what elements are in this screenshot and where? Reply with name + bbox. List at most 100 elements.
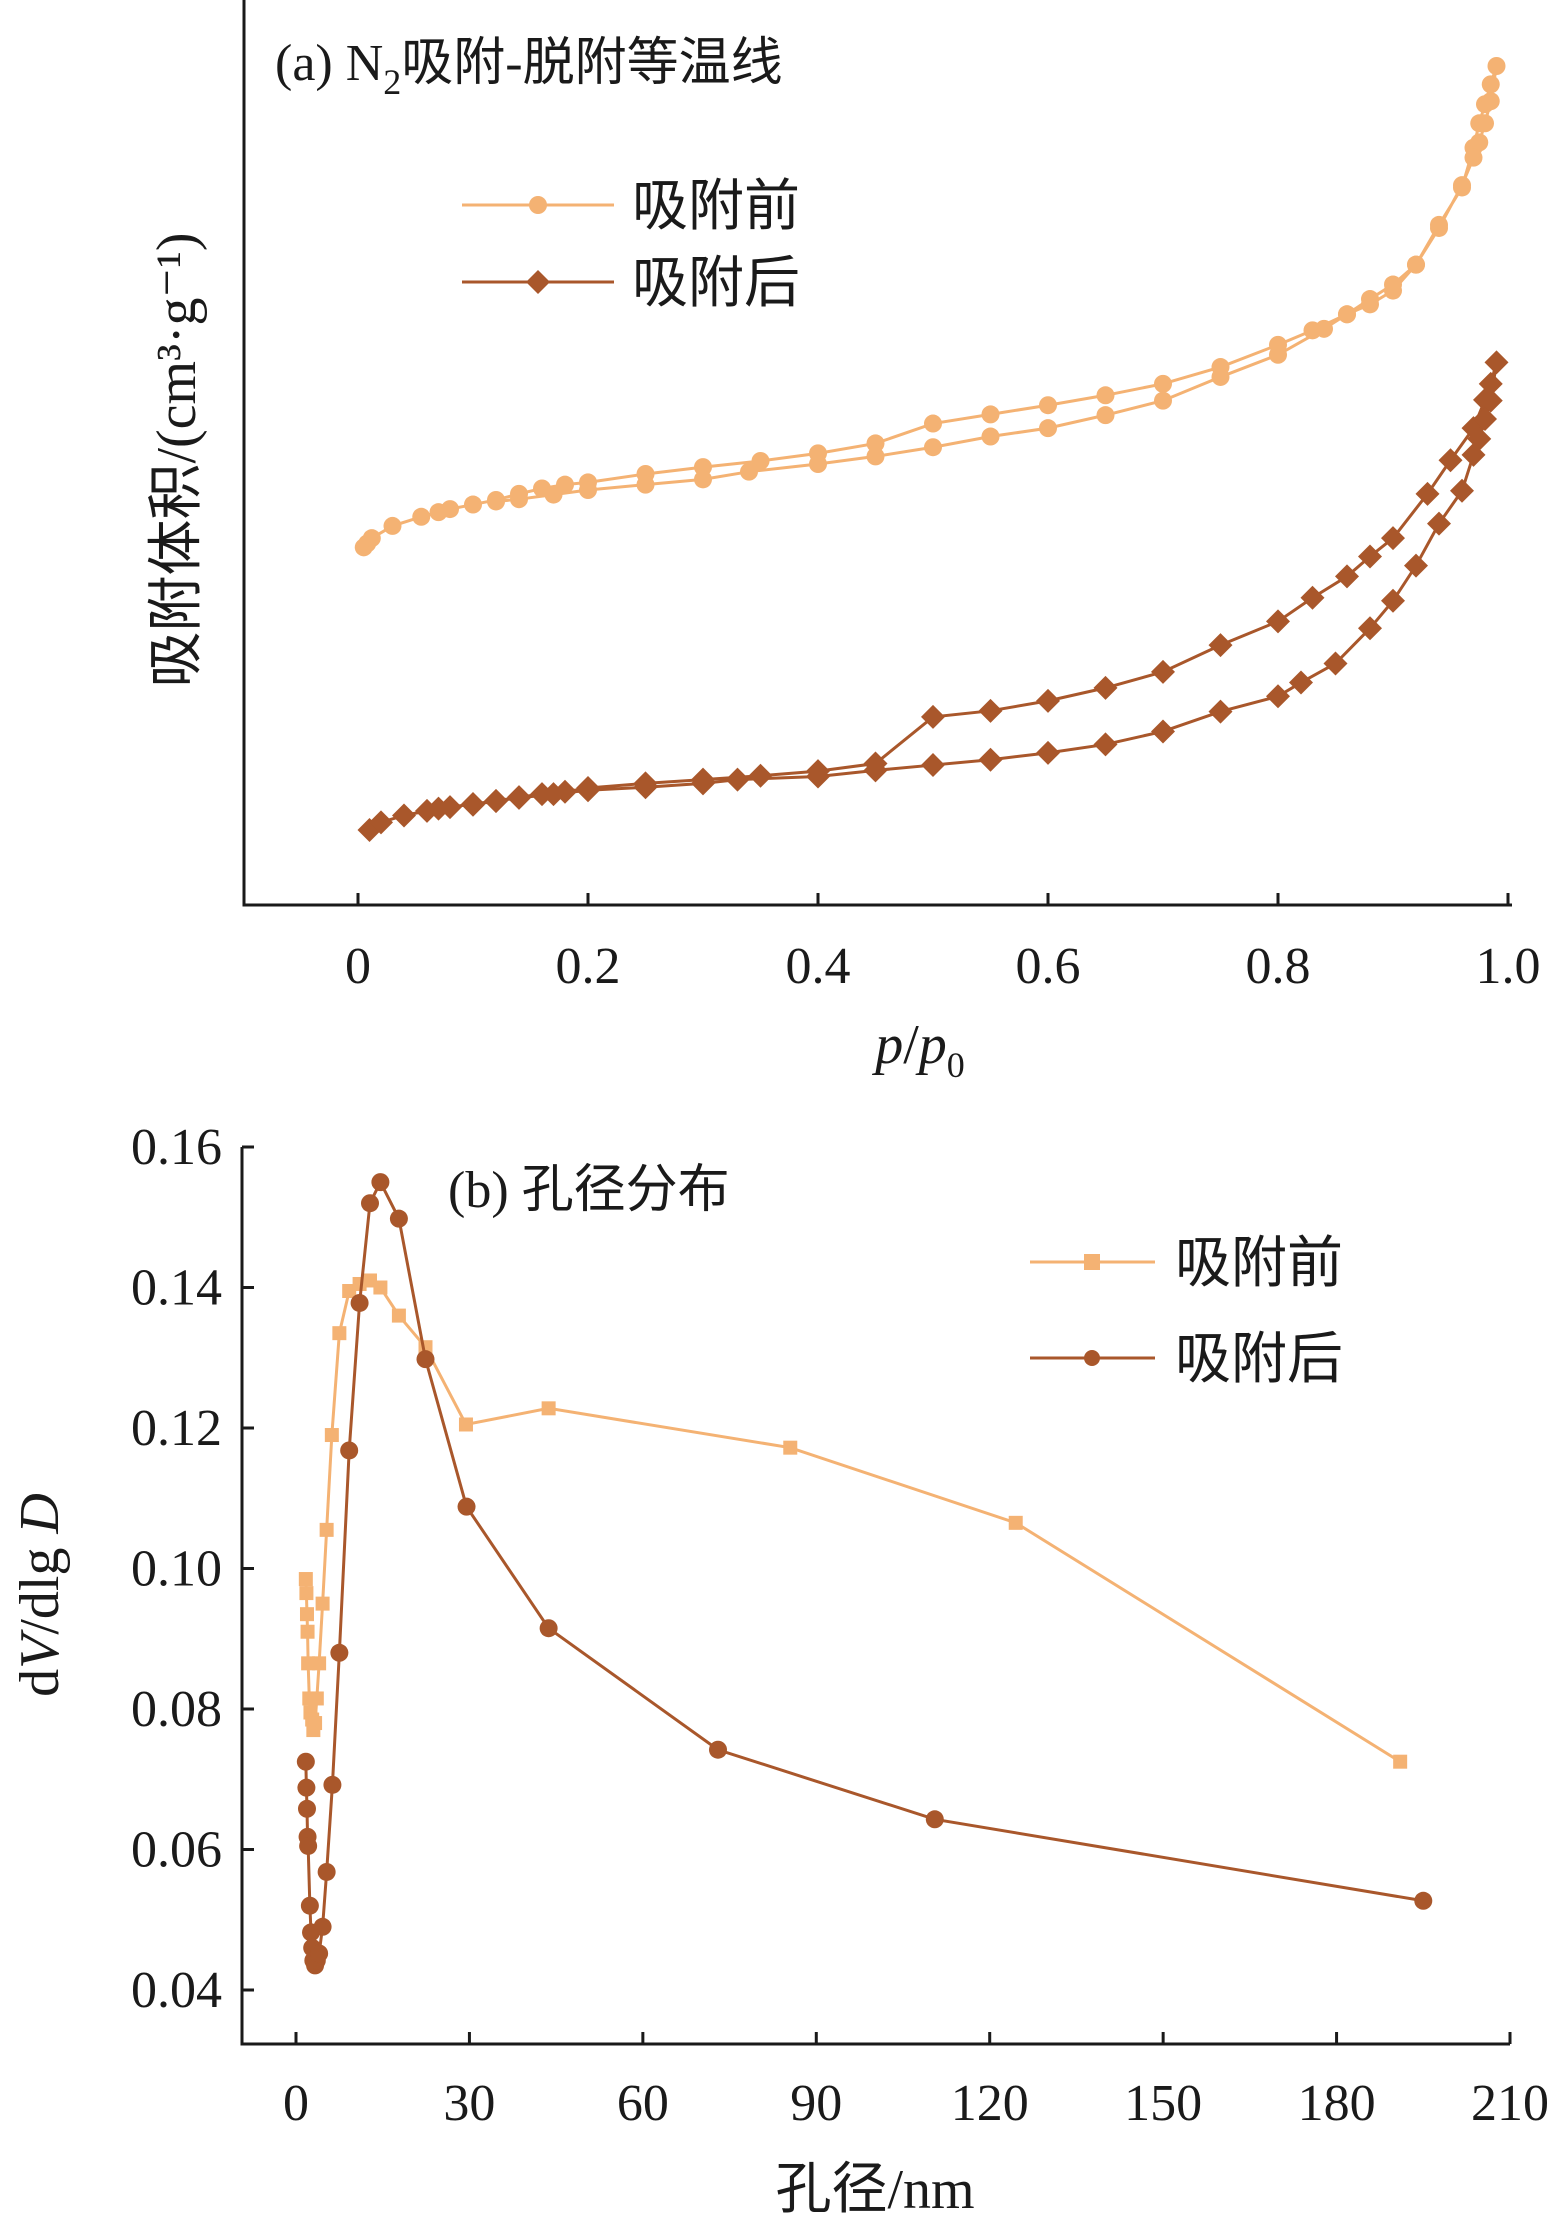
panel-a-data-point <box>748 763 773 788</box>
panel-a-data-point <box>1151 659 1175 684</box>
panel-a-data-point <box>1481 75 1500 94</box>
panel-a-data-point <box>1208 633 1233 658</box>
panel-a-data-point <box>694 470 712 489</box>
panel-a-data-point <box>1323 651 1348 676</box>
panel-a-data-point <box>412 507 431 526</box>
panel-b-x-tick-label: 30 <box>443 2075 495 2132</box>
panel-a-data-point <box>1093 732 1118 757</box>
panel-b-data-point <box>360 1194 379 1213</box>
panel-a-data-point <box>1358 544 1382 569</box>
panel-b-y-tick-label: 0.16 <box>131 1119 222 1176</box>
panel-a-data-point <box>487 492 505 511</box>
panel-a-x-tick-label: 0.4 <box>786 938 851 995</box>
panel-a-data-point <box>1384 275 1402 294</box>
panel-a-data-point <box>1453 176 1471 195</box>
panel-a-data-point <box>392 803 416 828</box>
panel-a-data-point <box>1211 367 1230 386</box>
panel-b-axes <box>240 1147 1510 2046</box>
panel-b-data-point <box>925 1810 944 1829</box>
panel-b-data-point <box>298 1572 313 1587</box>
panel-b-data-point <box>300 1896 319 1915</box>
panel-a-data-point <box>541 782 566 807</box>
panel-a-data-point <box>441 500 459 519</box>
panel-a-data-point <box>1361 290 1379 309</box>
panel-a-data-point <box>1358 616 1382 641</box>
panel-b-data-point <box>323 1775 342 1794</box>
panel-a-data-point <box>1039 396 1057 415</box>
panel-b-data-point <box>309 1691 324 1706</box>
panel-b-data-point <box>350 1293 369 1312</box>
panel-a-series-before-line <box>362 65 1498 549</box>
panel-b-x-tick-label: 90 <box>790 2075 842 2132</box>
panel-a-data-point <box>1464 148 1483 167</box>
panel-a-series <box>354 57 1509 842</box>
panel-a-legend: 吸附前 吸附后 <box>462 176 800 315</box>
panel-a-axes <box>242 0 1512 907</box>
panel-b-x-label: 孔径/nm <box>775 2159 974 2221</box>
panel-b-data-point <box>324 1428 339 1443</box>
panel-a-data-point <box>981 405 1000 424</box>
panel-a-data-point <box>576 778 600 803</box>
panel-b-data-point <box>783 1440 798 1455</box>
panel-a-data-point <box>740 462 758 481</box>
panel-a-data-point <box>362 529 381 548</box>
panel-a-data-point <box>1269 345 1287 364</box>
panel-a-data-point <box>1315 319 1333 338</box>
panel-a-data-point <box>1039 419 1057 438</box>
panel-a-data-point <box>383 516 402 535</box>
panel-b-data-point <box>312 1656 327 1671</box>
panel-b-y-label: dV/dlg D <box>9 1493 71 1697</box>
legend-b-after-marker <box>1084 1350 1100 1366</box>
legend-a-after-label: 吸附后 <box>632 253 800 315</box>
panel-a-data-point <box>924 438 942 457</box>
legend-b-after-label: 吸附后 <box>1175 1329 1343 1391</box>
panel-a-data-point <box>1300 585 1325 610</box>
panel-b-data-point <box>296 1752 315 1771</box>
panel-b-pore-distribution: 0 30 60 90 120 150 180 210 0.04 0.06 0.08 0.10 0.12 0… <box>9 1119 1549 2221</box>
panel-a-data-point <box>809 455 827 474</box>
panel-b-data-point <box>315 1596 330 1611</box>
panel-a-data-point <box>636 475 655 494</box>
panel-a-data-point <box>978 747 1003 772</box>
panel-a-x-tick-label: 0.6 <box>1016 938 1081 995</box>
panel-a-data-point <box>1096 406 1115 425</box>
panel-a-data-point <box>921 704 945 729</box>
panel-a-data-point <box>1487 57 1506 75</box>
panel-a-x-tick-label: 0 <box>345 938 371 995</box>
panel-a-data-point <box>1289 670 1313 695</box>
panel-a-x-label: p/p0 <box>871 1014 965 1085</box>
panel-b-data-point <box>332 1326 347 1341</box>
panel-a-data-point <box>510 490 528 509</box>
panel-b-data-point <box>313 1917 332 1936</box>
panel-b-data-point <box>340 1441 359 1460</box>
panel-b-y-tick-label: 0.06 <box>131 1822 222 1879</box>
panel-b-data-point <box>299 1836 318 1855</box>
panel-b-data-point <box>319 1522 334 1537</box>
panel-b-title: (b) 孔径分布 <box>448 1162 730 1219</box>
panel-b-data-point <box>308 1716 323 1731</box>
panel-a-data-point <box>461 792 485 817</box>
panel-a-data-point <box>866 434 885 453</box>
panel-a-data-point <box>1478 388 1503 413</box>
panel-a-data-point <box>978 698 1003 723</box>
panel-a-data-point <box>1473 406 1497 431</box>
panel-a-data-point <box>1430 218 1448 237</box>
panel-a-data-point <box>1450 478 1474 503</box>
legend-b-before-marker <box>1084 1254 1100 1270</box>
panel-a-data-point <box>1438 448 1463 473</box>
panel-a-data-point <box>484 788 508 813</box>
panel-b-y-tick-label: 0.12 <box>131 1400 222 1457</box>
panel-a-title: (a) N2吸附-脱附等温线 <box>275 35 783 102</box>
panel-a-data-point <box>1415 481 1440 506</box>
panel-b-series <box>296 1173 1433 1975</box>
panel-b-ticks: 0 30 60 90 120 150 180 210 0.04 0.06 0.08 0.10 0.12 0… <box>131 1119 1549 2132</box>
panel-b-legend: 吸附前 吸附后 <box>1030 1233 1343 1391</box>
panel-a-data-point <box>1484 350 1509 375</box>
panel-b-data-point <box>391 1308 406 1323</box>
panel-a-data-point <box>1461 442 1486 467</box>
panel-a-data-point <box>921 753 945 778</box>
panel-a-data-point <box>507 785 531 810</box>
panel-b-x-tick-label: 180 <box>1298 2075 1376 2132</box>
panel-b-x-tick-label: 120 <box>951 2075 1029 2132</box>
